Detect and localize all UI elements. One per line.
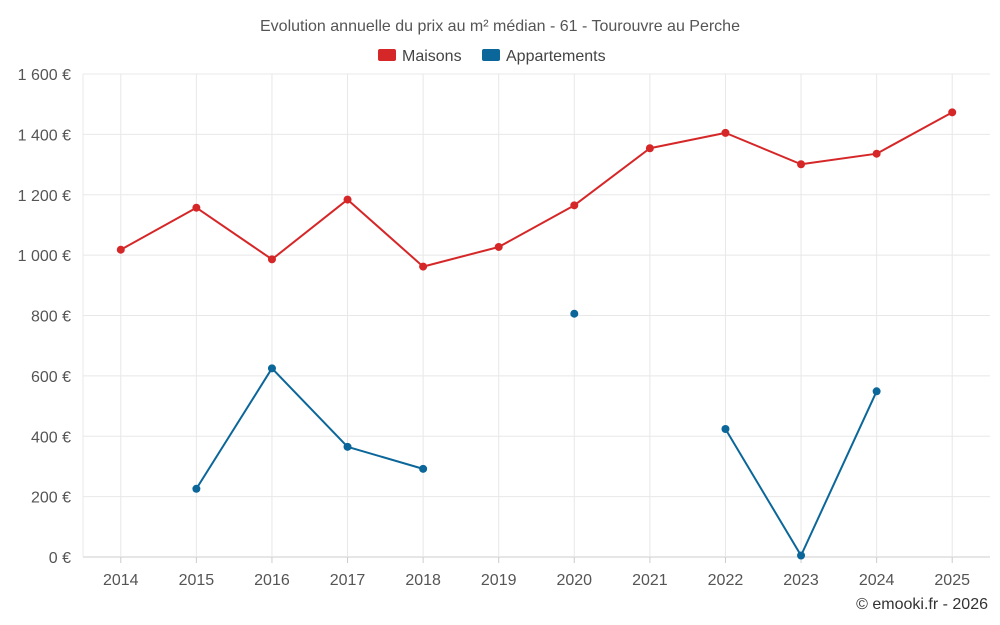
data-point-maisons-2019[interactable]	[494, 242, 503, 251]
chart-title: Evolution annuelle du prix au m² médian …	[260, 18, 740, 35]
legend-item-appartements[interactable]: Appartements	[482, 48, 606, 65]
legend[interactable]: Maisons Appartements	[378, 48, 606, 65]
x-tick-label: 2025	[934, 572, 970, 589]
data-point-appartements-2016[interactable]	[267, 364, 276, 373]
x-tick-label: 2024	[859, 572, 895, 589]
data-point-appartements-2015[interactable]	[192, 484, 201, 493]
legend-swatch-appartements	[482, 49, 500, 61]
y-tick-label: 1 000 €	[18, 248, 71, 265]
grid	[82, 73, 990, 558]
data-point-maisons-2024[interactable]	[872, 149, 881, 158]
data-point-appartements-2020[interactable]	[570, 309, 579, 318]
legend-label-appartements: Appartements	[506, 48, 606, 65]
data-point-maisons-2014[interactable]	[116, 245, 125, 254]
series-maisons	[116, 108, 957, 271]
y-tick-label: 400 €	[31, 429, 71, 446]
data-point-maisons-2016[interactable]	[267, 255, 276, 264]
x-tick-label: 2019	[481, 572, 517, 589]
series-line-appartements	[195, 367, 424, 490]
x-tick-label: 2020	[556, 572, 592, 589]
x-tick-label: 2016	[254, 572, 290, 589]
data-point-maisons-2017[interactable]	[343, 195, 352, 204]
data-point-maisons-2018[interactable]	[419, 262, 428, 271]
x-tick-label: 2018	[405, 572, 441, 589]
data-point-appartements-2018[interactable]	[419, 464, 428, 473]
x-tick-label: 2023	[783, 572, 819, 589]
data-point-appartements-2023[interactable]	[797, 551, 806, 560]
y-tick-label: 1 400 €	[18, 127, 71, 144]
x-tick-label: 2015	[179, 572, 215, 589]
y-tick-label: 200 €	[31, 490, 71, 507]
legend-label-maisons: Maisons	[402, 48, 462, 65]
series	[116, 108, 957, 560]
x-tick-label: 2021	[632, 572, 668, 589]
x-tick-label: 2017	[330, 572, 366, 589]
y-tick-label: 1 200 €	[18, 188, 71, 205]
series-line-maisons	[120, 111, 953, 268]
data-point-appartements-2024[interactable]	[872, 387, 881, 396]
y-axis: 0 € 200 € 400 € 600 € 800 € 1 000 € 1 200 € 1 4…	[18, 67, 71, 567]
data-point-appartements-2017[interactable]	[343, 442, 352, 451]
legend-swatch-maisons	[378, 49, 396, 61]
credit-text: © emooki.fr - 2026	[856, 596, 988, 613]
data-point-maisons-2022[interactable]	[721, 128, 730, 137]
y-tick-label: 1 600 €	[18, 67, 71, 84]
x-tick-label: 2022	[708, 572, 744, 589]
data-point-maisons-2015[interactable]	[192, 203, 201, 212]
x-tick-label: 2014	[103, 572, 139, 589]
data-point-maisons-2021[interactable]	[645, 144, 654, 153]
data-point-maisons-2020[interactable]	[570, 201, 579, 210]
legend-item-maisons[interactable]: Maisons	[378, 48, 462, 65]
x-axis: 2014 2015 2016 2017 2018 2019 2020 2021 2022 2023…	[103, 557, 970, 589]
y-tick-label: 800 €	[31, 309, 71, 326]
y-tick-label: 0 €	[49, 550, 71, 567]
data-point-appartements-2022[interactable]	[721, 425, 730, 434]
series-appartements	[192, 309, 881, 560]
data-point-maisons-2025[interactable]	[948, 108, 957, 117]
data-point-maisons-2023[interactable]	[797, 160, 806, 169]
y-tick-label: 600 €	[31, 369, 71, 386]
